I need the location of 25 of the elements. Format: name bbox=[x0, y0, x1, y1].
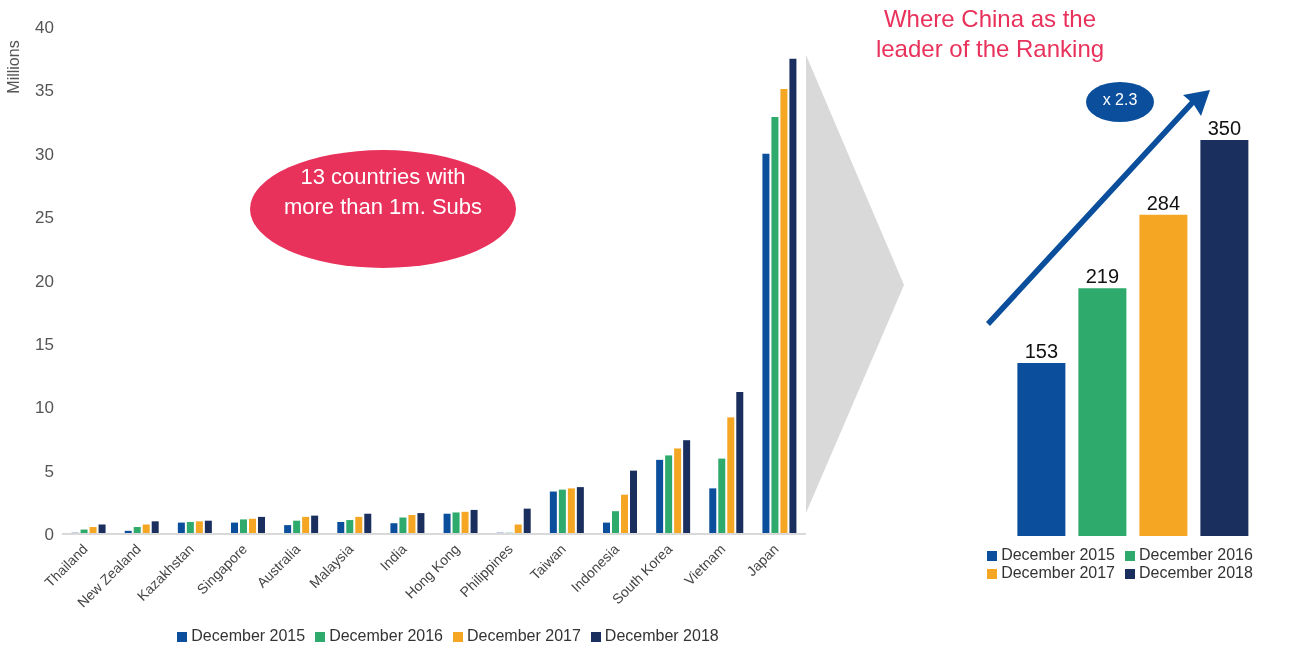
data-label: 350 bbox=[1207, 117, 1242, 139]
data-label: 153 bbox=[1024, 339, 1059, 362]
y-tick-label: 25 bbox=[35, 208, 54, 228]
legend-label: December 2016 bbox=[329, 627, 443, 644]
y-tick-label: 5 bbox=[44, 461, 54, 481]
legend-label: December 2015 bbox=[1001, 546, 1115, 563]
chart-title: Where China as the leader of the Ranking bbox=[874, 4, 1106, 64]
y-tick-label: 15 bbox=[35, 334, 54, 354]
y-tick-label: 35 bbox=[35, 81, 54, 101]
legend-label: December 2017 bbox=[467, 627, 581, 644]
legend-label: December 2018 bbox=[1139, 564, 1253, 581]
data-label: 284 bbox=[1146, 191, 1181, 214]
y-tick-label: 10 bbox=[35, 398, 54, 418]
data-label: 219 bbox=[1085, 265, 1120, 288]
y-tick-label: 20 bbox=[35, 271, 54, 291]
y-tick-label: 0 bbox=[44, 525, 54, 545]
annotation: 13 countries with more than 1m. Subs bbox=[283, 163, 483, 221]
y-axis-title: Millions bbox=[5, 40, 23, 94]
legend-label: December 2016 bbox=[1139, 546, 1253, 563]
y-tick-label: 30 bbox=[35, 144, 54, 164]
legend-label: December 2017 bbox=[1001, 564, 1115, 581]
legend-label: December 2018 bbox=[604, 627, 719, 644]
text: x 2.3 bbox=[1101, 91, 1139, 109]
y-tick-label: 40 bbox=[35, 18, 54, 38]
legend-label: December 2015 bbox=[191, 627, 306, 644]
